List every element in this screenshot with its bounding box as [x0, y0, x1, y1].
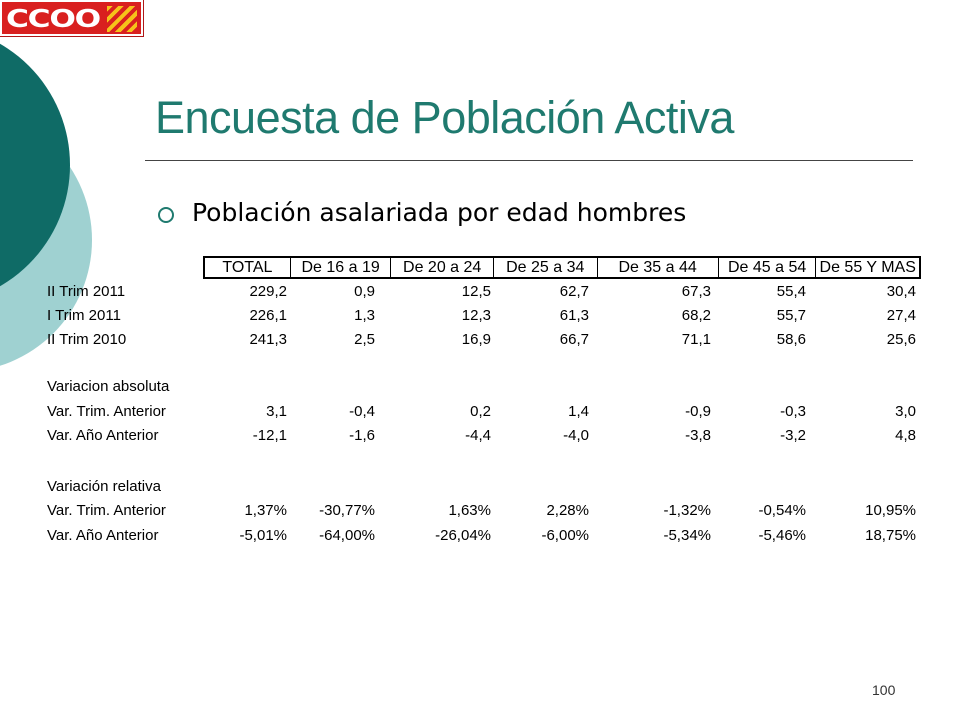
table-row: II Trim 2010 241,3 2,5 16,9 66,7 71,1 58,6 25,6 [0, 329, 960, 351]
table-cell: -5,01% [239, 527, 287, 544]
table-cell: -64,00% [319, 527, 375, 544]
circle-bullet-icon [158, 206, 174, 223]
table-cell: 16,9 [461, 331, 491, 348]
table-cell: 18,75% [865, 527, 916, 544]
header-cell: De 25 a 34 [492, 258, 597, 277]
table-cell: 229,2 [249, 283, 287, 300]
table-cell: 1,4 [568, 403, 589, 420]
table-cell: 3,0 [895, 403, 916, 420]
table-cell: -5,34% [663, 527, 711, 544]
table-cell: 1,63% [448, 502, 491, 519]
table-cell: -4,4 [465, 427, 491, 444]
table-cell: -30,77% [319, 502, 375, 519]
table-cell: 25,6 [886, 331, 916, 348]
table-cell: -3,8 [685, 427, 711, 444]
table-cell: 0,9 [354, 283, 375, 300]
table-cell: 4,8 [895, 427, 916, 444]
table-cell: -0,9 [685, 403, 711, 420]
table-cell: 62,7 [559, 283, 589, 300]
header-cell: De 35 a 44 [596, 258, 718, 277]
row-label: Var. Trim. Anterior [47, 502, 166, 519]
aragon-flag-icon [107, 6, 137, 32]
table-cell: -0,54% [758, 502, 806, 519]
row-label: I Trim 2011 [47, 307, 121, 324]
table-cell: -5,46% [758, 527, 806, 544]
table-cell: 27,4 [886, 307, 916, 324]
table-cell: -3,2 [780, 427, 806, 444]
table-cell: -0,4 [349, 403, 375, 420]
table-cell: 71,1 [681, 331, 711, 348]
row-label: Variacion absoluta [47, 378, 170, 395]
table-row: Var. Año Anterior -12,1 -1,6 -4,4 -4,0 -3,8 -3… [0, 425, 960, 447]
logo-text: CCOO [6, 3, 101, 33]
table-cell: 12,3 [461, 307, 491, 324]
table-cell: -4,0 [563, 427, 589, 444]
row-label: Var. Trim. Anterior [47, 403, 166, 420]
row-label: II Trim 2011 [47, 283, 126, 300]
table-cell: 12,5 [461, 283, 491, 300]
table-row: Variacion absoluta [0, 376, 960, 398]
row-label: Var. Año Anterior [47, 427, 159, 444]
table-cell: 66,7 [559, 331, 589, 348]
row-label: Variación relativa [47, 478, 161, 495]
table-cell: 58,6 [776, 331, 806, 348]
header-cell: TOTAL [222, 259, 273, 276]
table-row: Var. Trim. Anterior 3,1 -0,4 0,2 1,4 -0,9 -0,3… [0, 401, 960, 423]
header-cell: De 45 a 54 [717, 258, 816, 277]
table-cell: 55,4 [776, 283, 806, 300]
page-number: 100 [872, 682, 896, 698]
table-cell: 2,28% [546, 502, 589, 519]
table-cell: 68,2 [681, 307, 711, 324]
table-cell: -1,32% [663, 502, 711, 519]
row-label: Var. Año Anterior [47, 527, 159, 544]
table-cell: -12,1 [252, 427, 287, 444]
table-cell: 3,1 [266, 403, 287, 420]
header-cell: De 55 Y MAS [815, 258, 919, 277]
table-cell: 241,3 [249, 331, 287, 348]
deco-circle-dark [0, 43, 70, 287]
table-cell: 30,4 [886, 283, 916, 300]
header-cell: De 16 a 19 [289, 258, 391, 277]
decorative-circles [0, 43, 92, 366]
table-header: TOTAL De 16 a 19 De 20 a 24 De 25 a 34 De 35… [203, 256, 921, 279]
table-cell: 226,1 [249, 307, 287, 324]
title-divider [145, 160, 913, 161]
table-cell: -0,3 [780, 403, 806, 420]
table-cell: 61,3 [559, 307, 589, 324]
table-row: Var. Trim. Anterior 1,37% -30,77% 1,63% 2,28… [0, 500, 960, 522]
table-cell: -1,6 [349, 427, 375, 444]
table-cell: 10,95% [865, 502, 916, 519]
table-cell: 0,2 [470, 403, 491, 420]
table-row: I Trim 2011 226,1 1,3 12,3 61,3 68,2 55,7 27,4 [0, 305, 960, 327]
bullet-item: Población asalariada por edad hombres [158, 198, 686, 227]
table-cell: -6,00% [541, 527, 589, 544]
table-cell: 1,3 [354, 307, 375, 324]
table-row: Variación relativa [0, 476, 960, 498]
table-cell: -26,04% [435, 527, 491, 544]
table-cell: 1,37% [244, 502, 287, 519]
bullet-text: Población asalariada por edad hombres [192, 198, 687, 227]
header-cell: De 20 a 24 [390, 258, 493, 277]
table-cell: 55,7 [776, 307, 806, 324]
row-label: II Trim 2010 [47, 331, 127, 348]
table-row: Var. Año Anterior -5,01% -64,00% -26,04% -6,… [0, 525, 960, 547]
table-row: II Trim 2011 229,2 0,9 12,5 62,7 67,3 55,4 30,4 [0, 281, 960, 303]
ccoo-logo: CCOO [0, 0, 144, 37]
table-cell: 67,3 [681, 283, 711, 300]
slide-title: Encuesta de Población Activa [155, 92, 734, 143]
table-cell: 2,5 [354, 331, 375, 348]
